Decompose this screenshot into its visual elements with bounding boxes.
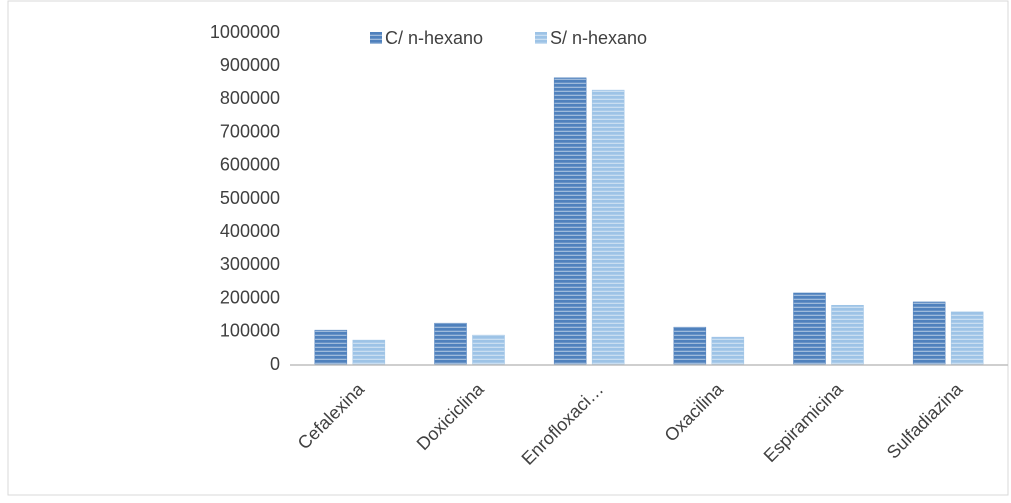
legend-label: S/ n-hexano bbox=[550, 28, 647, 48]
bar bbox=[673, 326, 707, 366]
y-tick-label: 500000 bbox=[220, 188, 280, 208]
x-tick-label: Enrofloxaci… bbox=[518, 379, 608, 469]
x-tick-label: Doxiciclina bbox=[413, 378, 489, 454]
y-tick-label: 800000 bbox=[220, 88, 280, 108]
bar bbox=[472, 334, 505, 366]
bar bbox=[553, 77, 587, 366]
y-tick-label: 600000 bbox=[220, 155, 280, 175]
x-tick-label: Cefalexina bbox=[294, 378, 369, 453]
x-tick-label: Espiramicina bbox=[760, 378, 848, 466]
legend-label: C/ n-hexano bbox=[385, 28, 483, 48]
bar bbox=[352, 339, 386, 366]
y-tick-label: 1000000 bbox=[210, 22, 280, 42]
bar bbox=[591, 89, 625, 366]
y-tick-label: 900000 bbox=[220, 55, 280, 75]
y-tick-label: 200000 bbox=[220, 287, 280, 307]
legend-swatch bbox=[535, 32, 547, 44]
x-tick-label: Sulfadiazina bbox=[883, 378, 967, 462]
y-tick-label: 300000 bbox=[220, 254, 280, 274]
y-tick-label: 100000 bbox=[220, 321, 280, 341]
y-tick-label: 400000 bbox=[220, 221, 280, 241]
bar bbox=[314, 329, 348, 366]
bar bbox=[434, 322, 467, 366]
bar bbox=[950, 311, 984, 366]
y-tick-label: 0 bbox=[270, 354, 280, 374]
chart-frame bbox=[7, 0, 1009, 496]
y-tick-label: 700000 bbox=[220, 121, 280, 141]
x-tick-label: Oxacilina bbox=[661, 378, 728, 445]
legend-swatch bbox=[370, 32, 382, 44]
bar bbox=[793, 292, 826, 366]
bar bbox=[831, 304, 864, 366]
bar bbox=[711, 336, 745, 366]
bar bbox=[912, 301, 946, 366]
